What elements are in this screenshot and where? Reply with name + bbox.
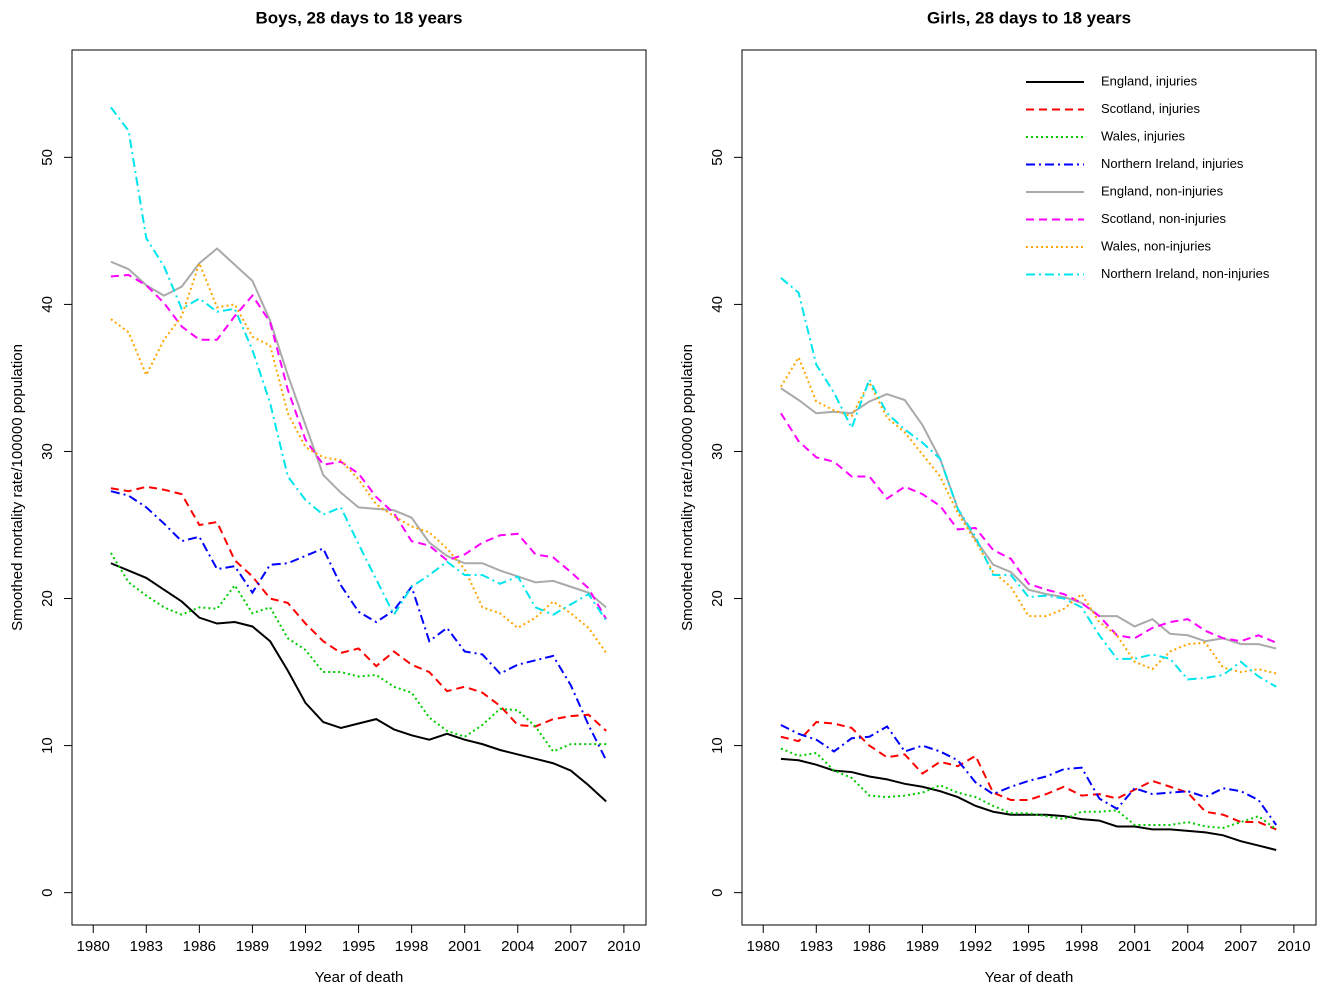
data-line [110, 562, 607, 803]
legend-label: England, non-injuries [1101, 183, 1224, 198]
data-line [110, 490, 608, 761]
data-line [110, 273, 608, 620]
x-tick-label: 1989 [236, 938, 269, 955]
chart-title: Boys, 28 days to 18 years [256, 8, 463, 27]
x-tick-label: 1980 [77, 938, 110, 955]
y-tick-label: 20 [709, 590, 726, 607]
x-tick-label: 1986 [853, 938, 886, 955]
y-tick-label: 10 [709, 737, 726, 754]
y-tick-label: 0 [709, 888, 726, 896]
data-line [780, 724, 1278, 826]
x-tick-label: 1998 [395, 938, 428, 955]
y-tick-label: 10 [39, 737, 56, 754]
x-tick-label: 2007 [554, 938, 587, 955]
data-line [110, 485, 607, 732]
legend-label: England, injuries [1101, 73, 1198, 88]
x-tick-label: 2004 [501, 938, 534, 955]
x-tick-label: 2001 [448, 938, 481, 955]
legend-label: Scotland, non-injuries [1101, 211, 1227, 226]
data-line [780, 355, 1277, 675]
plot-frame [741, 49, 1317, 926]
data-line [780, 721, 1277, 831]
y-tick-label: 40 [709, 296, 726, 313]
legend-label: Wales, injuries [1101, 128, 1186, 143]
y-tick-label: 20 [39, 590, 56, 607]
plot-frame [71, 49, 647, 926]
x-tick-label: 1983 [800, 938, 833, 955]
legend-label: Northern Ireland, non-injuries [1101, 266, 1270, 281]
y-axis-label: Smoothed mortality rate/100000 populatio… [9, 344, 26, 631]
x-tick-label: 1992 [289, 938, 322, 955]
data-line [110, 106, 608, 622]
y-tick-label: 0 [39, 888, 56, 896]
x-tick-label: 1992 [959, 938, 992, 955]
x-tick-label: 2004 [1171, 938, 1204, 955]
data-line [780, 747, 1277, 831]
x-tick-label: 1983 [130, 938, 163, 955]
data-line [780, 277, 1277, 688]
x-tick-label: 1998 [1065, 938, 1098, 955]
x-tick-label: 2001 [1118, 938, 1151, 955]
x-tick-label: 2010 [607, 938, 640, 955]
data-line [110, 247, 607, 609]
data-line [110, 552, 607, 753]
data-line [110, 260, 608, 654]
y-tick-label: 30 [709, 443, 726, 460]
legend-label: Scotland, injuries [1101, 101, 1200, 116]
x-axis-label: Year of death [985, 969, 1074, 986]
x-tick-label: 1989 [906, 938, 939, 955]
x-tick-label: 1995 [1012, 938, 1045, 955]
y-axis-label: Smoothed mortality rate/100000 populatio… [679, 344, 696, 631]
y-tick-label: 40 [39, 296, 56, 313]
x-axis-label: Year of death [315, 969, 404, 986]
data-line [780, 757, 1277, 851]
y-tick-label: 50 [709, 149, 726, 166]
data-line [780, 387, 1277, 650]
legend-label: Northern Ireland, injuries [1101, 156, 1244, 171]
x-tick-label: 1995 [342, 938, 375, 955]
x-tick-label: 2007 [1224, 938, 1257, 955]
x-tick-label: 2010 [1277, 938, 1310, 955]
y-tick-label: 50 [39, 149, 56, 166]
legend-label: Wales, non-injuries [1101, 238, 1212, 253]
chart-title: Girls, 28 days to 18 years [927, 8, 1131, 27]
x-tick-label: 1980 [747, 938, 780, 955]
y-tick-label: 30 [39, 443, 56, 460]
data-line [780, 412, 1277, 644]
x-tick-label: 1986 [183, 938, 216, 955]
